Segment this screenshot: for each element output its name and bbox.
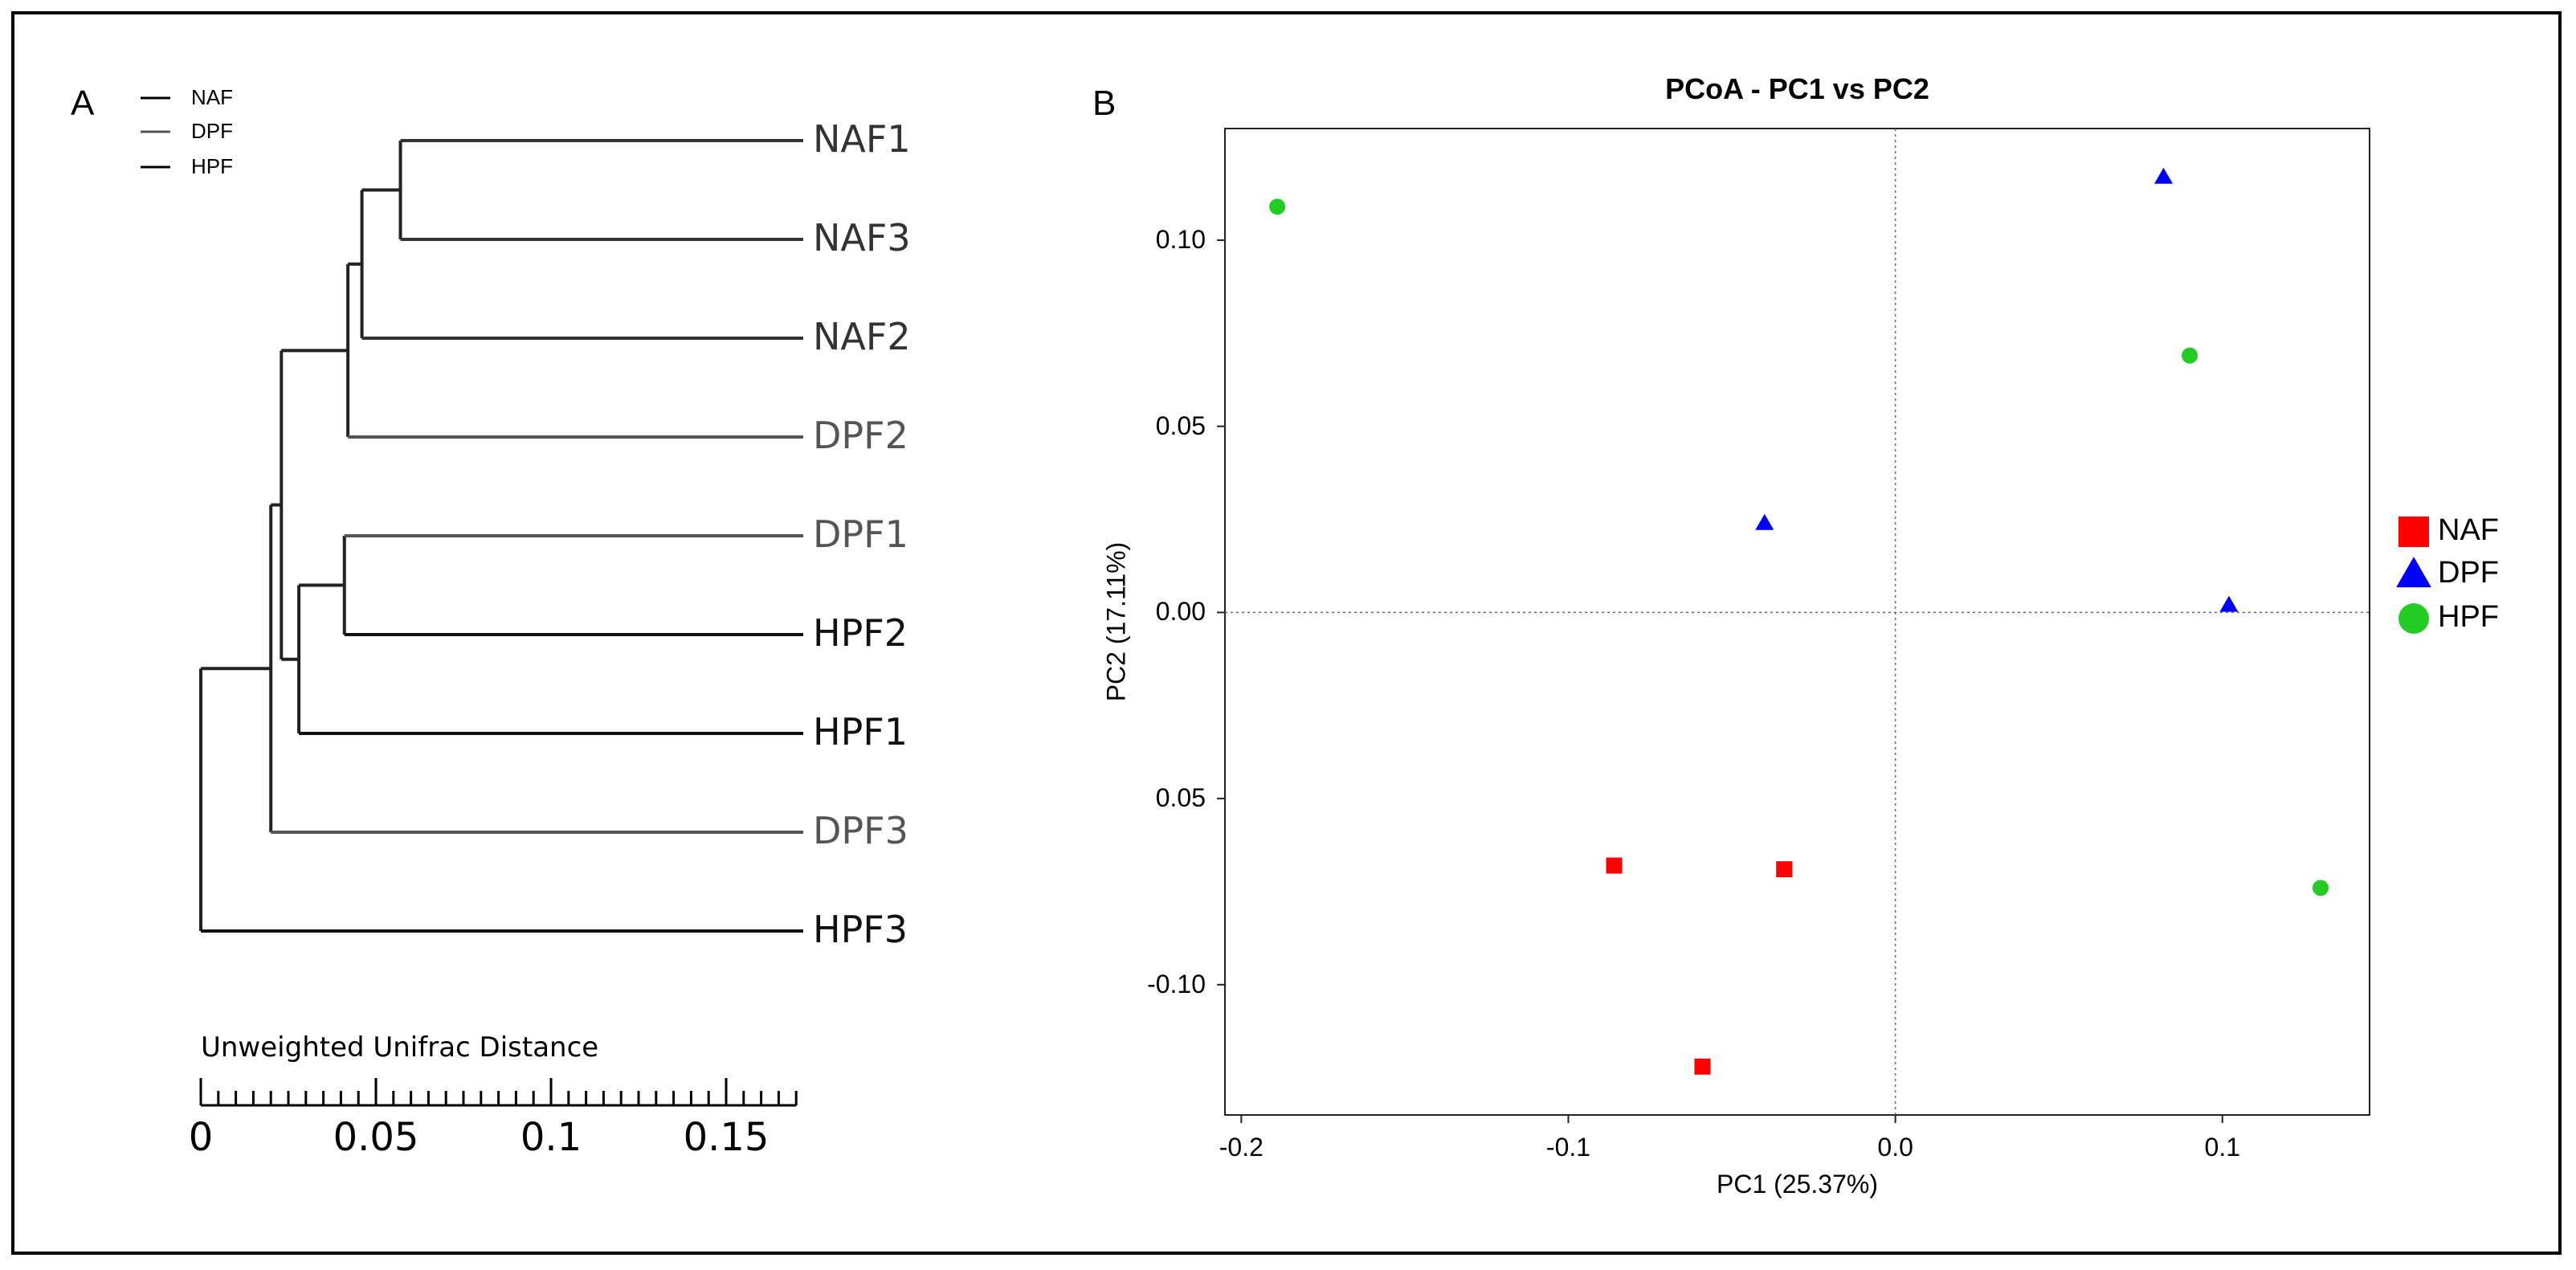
leaf-label-naf2: NAF2 (813, 315, 911, 358)
x-tick-label: -0.2 (1219, 1133, 1264, 1162)
leaf-label-hpf1: HPF1 (813, 710, 908, 753)
point-hpf (2312, 880, 2329, 896)
legend-label-hpf: HPF (191, 154, 233, 178)
plot-area-frame (1224, 128, 2370, 1116)
leaf-label-dpf3: DPF3 (813, 809, 908, 852)
leaf-label-naf1: NAF1 (813, 117, 911, 161)
legend-label-hpf: HPF (2438, 600, 2499, 634)
scale-tick-label: 0.15 (683, 1115, 770, 1160)
scale-tick-label: 0.05 (333, 1115, 419, 1160)
x-axis-title: PC1 (25.37%) (1717, 1170, 1878, 1199)
x-tick-label: 0.0 (1877, 1133, 1913, 1162)
x-tick-label: -0.1 (1545, 1133, 1591, 1162)
panel-a-label: A (71, 84, 95, 123)
point-dpf (2154, 167, 2173, 184)
y-tick-label: 0.05 (1155, 410, 1206, 440)
point-dpf (1755, 513, 1774, 530)
y-tick-label: 0.10 (1155, 225, 1206, 255)
leaf-label-hpf3: HPF3 (813, 908, 908, 951)
point-naf (1606, 857, 1623, 874)
legend-marker-hpf (2398, 603, 2429, 634)
y-tick-label: -0.10 (1147, 969, 1206, 998)
leaf-label-dpf1: DPF1 (813, 512, 908, 556)
point-dpf (2219, 595, 2239, 612)
legend-label-naf: NAF (191, 85, 233, 109)
legend-label-naf: NAF (2438, 513, 2499, 547)
point-naf (1694, 1058, 1711, 1075)
y-tick-label: 0.00 (1155, 597, 1206, 627)
legend-marker-dpf (2396, 557, 2431, 588)
panel-b-label: B (1092, 84, 1117, 123)
legend-label-dpf: DPF (2438, 556, 2499, 590)
y-tick-label: 0.05 (1155, 783, 1206, 813)
y-axis-title: PC2 (17.11%) (1101, 541, 1131, 702)
legend-marker-naf (2398, 517, 2429, 547)
legend-label-dpf: DPF (191, 119, 233, 143)
scale-tick-label: 0 (188, 1115, 214, 1160)
scale-axis-title: Unweighted Unifrac Distance (201, 1031, 599, 1064)
leaf-label-dpf2: DPF2 (813, 414, 908, 457)
point-hpf (2182, 347, 2198, 364)
figure-frame (11, 11, 2562, 1255)
leaf-label-hpf2: HPF2 (813, 611, 908, 655)
leaf-label-naf3: NAF3 (813, 216, 911, 259)
pcoa-title: PCoA - PC1 vs PC2 (1665, 72, 1929, 105)
point-hpf (1269, 198, 1286, 215)
scale-tick-label: 0.1 (520, 1115, 582, 1160)
point-naf (1776, 861, 1793, 878)
x-tick-label: 0.1 (2204, 1133, 2241, 1162)
